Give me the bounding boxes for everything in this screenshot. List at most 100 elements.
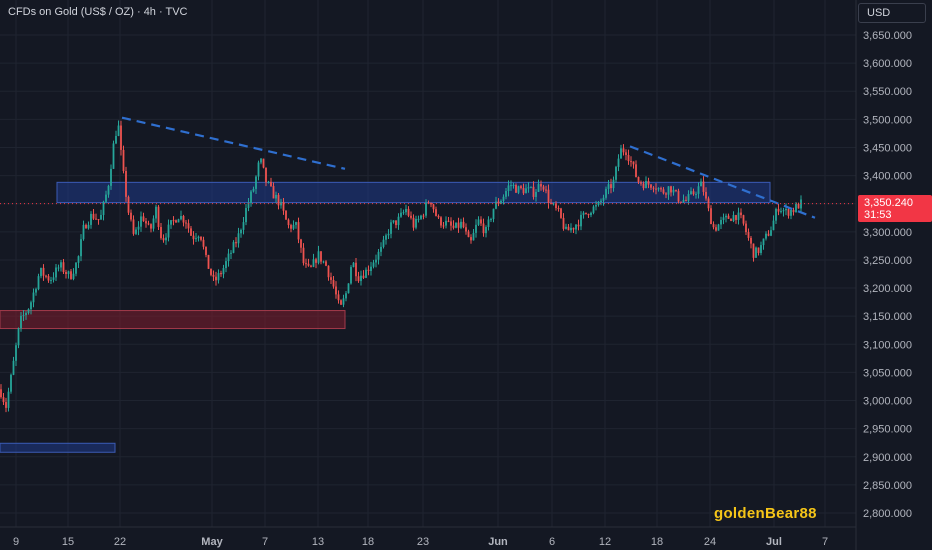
price-tick-label: 3,100.000 (863, 339, 912, 351)
candle-body (390, 222, 392, 234)
candle-body (67, 271, 70, 275)
candle-body (785, 208, 787, 211)
candle-body (115, 135, 117, 144)
candle-body (190, 228, 192, 236)
candle-body (777, 208, 780, 212)
price-axis[interactable]: 2,800.000 2,850.000 2,900.000 2,950.000 3,00… (863, 30, 912, 520)
candle-body (182, 215, 185, 223)
candle-body (260, 158, 262, 163)
candle-body (572, 227, 575, 230)
candle-body (775, 208, 777, 221)
candle-body (652, 187, 655, 189)
candle-body (285, 210, 287, 220)
candle-body (305, 263, 307, 265)
candle-body (660, 188, 662, 190)
currency-selector[interactable]: USD (858, 3, 926, 23)
candle-body (282, 201, 285, 211)
candle-body (635, 164, 637, 177)
candle-body (607, 184, 610, 189)
candle-body (767, 233, 770, 236)
candle-body (355, 262, 357, 277)
candle-body (337, 294, 340, 301)
candle-body (12, 360, 15, 375)
candle-body (790, 209, 792, 216)
trendline (629, 145, 816, 219)
candle-body (192, 235, 195, 240)
candle-body (475, 224, 477, 233)
candle-body (640, 182, 642, 184)
time-axis[interactable]: 9 15 22 May 7 13 18 23 Jun 6 12 18 24 Jul 7 (13, 536, 828, 548)
candle-body (797, 204, 800, 209)
candle-body (362, 275, 365, 278)
candle-body (55, 267, 57, 278)
price-tick-label: 3,200.000 (863, 283, 912, 295)
candle-body (130, 212, 132, 220)
candle-body (82, 224, 85, 240)
candle-body (10, 374, 12, 392)
candle-body (517, 186, 520, 193)
candle-body (380, 246, 382, 252)
candle-body (312, 259, 315, 267)
candle-body (110, 168, 112, 186)
candle-body (45, 275, 47, 277)
candle-body (372, 262, 375, 267)
candle-body (682, 199, 685, 203)
candle-body (745, 223, 747, 233)
candle-body (267, 181, 270, 183)
price-tick-label: 3,300.000 (863, 227, 912, 239)
candle-body (0, 389, 2, 398)
candle-body (480, 219, 482, 224)
candle-body (295, 222, 297, 225)
candle-body (227, 253, 230, 262)
candle-body (147, 223, 150, 225)
time-tick-label: 18 (651, 536, 663, 548)
candle-body (620, 148, 622, 159)
time-tick-label: 6 (549, 536, 555, 548)
candle-body (602, 197, 605, 201)
candle-body (437, 215, 440, 218)
candle-body (32, 292, 35, 303)
candle-body (217, 273, 220, 281)
candle-body (727, 215, 730, 219)
trendlines (121, 116, 816, 219)
candle-body (280, 201, 282, 206)
candle-body (290, 225, 292, 229)
candle-body (670, 186, 672, 193)
candle-body (37, 276, 40, 290)
candle-body (795, 204, 797, 213)
candle-body (187, 223, 190, 229)
candle-body (560, 208, 562, 218)
candle-body (587, 213, 590, 216)
candle-body (420, 215, 422, 219)
price-tick-label: 2,800.000 (863, 508, 912, 520)
time-tick-label: 24 (704, 536, 716, 548)
candle-body (632, 161, 635, 165)
price-tick-label: 3,650.000 (863, 30, 912, 42)
author-watermark: goldenBear88 (714, 505, 817, 522)
candle-body (310, 265, 312, 267)
candle-body (715, 227, 717, 231)
candle-body (655, 188, 657, 190)
candle-body (27, 309, 30, 313)
candle-body (417, 218, 420, 220)
candle-body (705, 191, 707, 199)
candle-body (7, 391, 10, 408)
candle-body (582, 212, 585, 215)
candle-body (520, 186, 522, 188)
candle-body (610, 184, 612, 189)
candle-body (242, 222, 245, 230)
price-tick-label: 3,050.000 (863, 367, 912, 379)
zones (0, 181, 771, 453)
price-tick-label: 2,900.000 (863, 452, 912, 464)
candle-body (400, 212, 402, 217)
candle-body (435, 209, 437, 216)
candle-body (412, 217, 415, 228)
candle-body (365, 269, 367, 278)
candle-body (637, 176, 640, 183)
candle-body (120, 125, 122, 150)
price-tick-label: 3,550.000 (863, 86, 912, 98)
candle-body (487, 219, 490, 228)
candle-body (492, 208, 495, 220)
